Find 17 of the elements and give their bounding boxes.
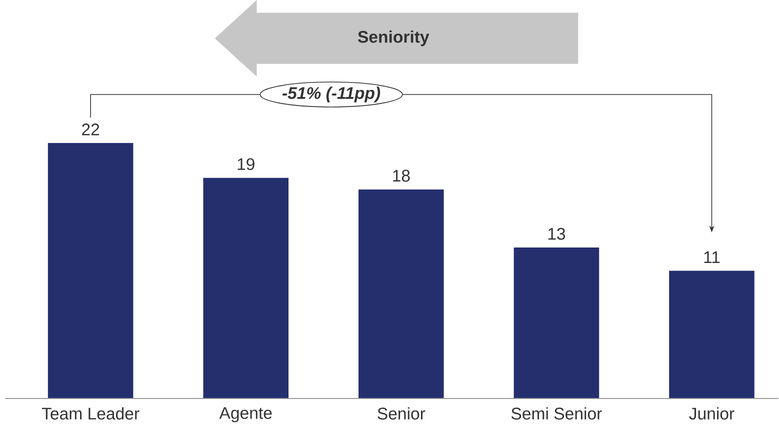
- x-tick-label: Agente: [219, 407, 272, 422]
- data-label: 13: [548, 228, 566, 240]
- bar: [203, 178, 289, 399]
- text: -51% (-11pp): [282, 86, 380, 102]
- x-tick-label: Junior: [689, 407, 734, 420]
- x-tick-label: Semi Senior: [511, 407, 602, 420]
- data-label: 18: [393, 170, 410, 182]
- bar: [669, 270, 754, 399]
- text: Seniority: [358, 30, 430, 46]
- bar: [48, 143, 134, 399]
- bar: [358, 190, 444, 399]
- data-label: 22: [82, 124, 100, 136]
- data-label: 11: [704, 251, 720, 264]
- x-tick-label: Team Leader: [42, 407, 140, 420]
- bar: [514, 248, 600, 399]
- x-tick-label: Senior: [378, 407, 426, 420]
- data-label: 19: [238, 158, 254, 170]
